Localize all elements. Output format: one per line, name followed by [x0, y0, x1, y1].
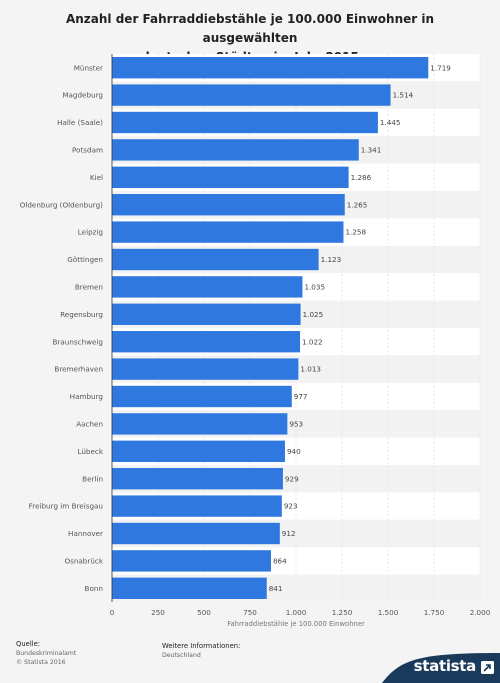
- category-label: Osnabrück: [64, 557, 103, 566]
- bar[interactable]: [112, 303, 301, 325]
- category-label: Halle (Saale): [57, 118, 103, 127]
- value-label: 1.022: [302, 337, 323, 346]
- bar[interactable]: [112, 495, 282, 517]
- bar[interactable]: [112, 331, 301, 353]
- value-label: 940: [287, 447, 301, 456]
- source-heading: Quelle:: [16, 640, 41, 648]
- value-label: 1.258: [345, 228, 366, 237]
- category-label: Regensburg: [60, 310, 103, 319]
- x-tick-label: 2.000: [470, 608, 491, 617]
- x-axis-title: Fahrraddiebstähle je 100.000 Einwohner: [227, 620, 365, 628]
- value-label: 1.286: [351, 173, 372, 182]
- category-label: Münster: [74, 63, 103, 72]
- value-label: 929: [285, 474, 299, 483]
- category-label: Braunschweig: [52, 337, 103, 346]
- category-label: Bremen: [75, 283, 103, 292]
- bar[interactable]: [112, 413, 288, 435]
- category-label: Magdeburg: [62, 91, 103, 100]
- statista-logo: statista: [413, 657, 477, 675]
- bar[interactable]: [112, 221, 344, 243]
- category-label: Kiel: [90, 173, 103, 182]
- bar[interactable]: [112, 166, 349, 188]
- bar[interactable]: [112, 139, 359, 161]
- value-label: 1.013: [300, 365, 321, 374]
- value-label: 977: [294, 392, 308, 401]
- info-heading: Weitere Informationen:: [162, 642, 241, 650]
- x-tick-label: 1.250: [332, 608, 353, 617]
- bar[interactable]: [112, 84, 391, 106]
- category-label: Berlin: [82, 474, 103, 483]
- value-label: 1.025: [303, 310, 324, 319]
- bar[interactable]: [112, 550, 271, 572]
- bar[interactable]: [112, 440, 285, 462]
- value-label: 1.035: [304, 283, 325, 292]
- bar[interactable]: [112, 385, 292, 408]
- statista-brand-bar[interactable]: statista: [360, 653, 500, 683]
- x-tick-label: 1.750: [424, 608, 445, 617]
- source-line-1: Bundeskriminalamt: [16, 650, 77, 657]
- bar[interactable]: [112, 577, 267, 599]
- info-text: Deutschland: [162, 651, 201, 660]
- category-label: Göttingen: [67, 255, 103, 264]
- category-label: Bremerhaven: [54, 365, 103, 374]
- brand-bar-shape: [382, 653, 500, 683]
- x-tick-label: 0: [110, 608, 115, 617]
- info-line-1[interactable]: Deutschland: [162, 652, 201, 659]
- bar[interactable]: [112, 194, 345, 216]
- category-label: Oldenburg (Oldenburg): [20, 200, 103, 209]
- x-tick-label: 250: [151, 608, 165, 617]
- value-label: 864: [273, 557, 287, 566]
- category-label: Lübeck: [77, 447, 103, 456]
- value-label: 923: [284, 502, 298, 511]
- x-tick-label: 1.500: [378, 608, 399, 617]
- value-label: 1.265: [347, 200, 368, 209]
- source-line-2: © Statista 2016: [16, 659, 66, 666]
- category-label: Potsdam: [72, 146, 103, 155]
- x-tick-label: 1.000: [286, 608, 307, 617]
- value-label: 841: [269, 584, 283, 593]
- statista-arrow-icon: [481, 661, 494, 674]
- category-label: Hannover: [68, 529, 103, 538]
- category-label: Leipzig: [78, 228, 103, 237]
- bar[interactable]: [112, 358, 299, 380]
- bar[interactable]: [112, 57, 429, 79]
- value-label: 1.445: [380, 118, 401, 127]
- category-label: Bonn: [85, 584, 103, 593]
- value-label: 1.514: [393, 91, 414, 100]
- value-label: 912: [282, 529, 296, 538]
- category-label: Aachen: [76, 420, 103, 429]
- x-tick-label: 750: [243, 608, 257, 617]
- value-label: 1.719: [430, 63, 451, 72]
- source-text: Bundeskriminalamt © Statista 2016: [16, 649, 76, 667]
- bar[interactable]: [112, 248, 319, 271]
- value-label: 1.123: [321, 255, 342, 264]
- chart-title-line-1: Anzahl der Fahrraddiebstähle je 100.000 …: [65, 12, 435, 45]
- bar[interactable]: [112, 276, 303, 298]
- bar[interactable]: [112, 468, 283, 490]
- category-label: Hamburg: [70, 392, 103, 401]
- value-label: 953: [289, 420, 303, 429]
- bar[interactable]: [112, 111, 378, 134]
- bar[interactable]: [112, 522, 280, 545]
- value-label: 1.341: [361, 146, 382, 155]
- category-label: Freiburg im Breisgau: [29, 502, 103, 511]
- x-tick-label: 500: [197, 608, 211, 617]
